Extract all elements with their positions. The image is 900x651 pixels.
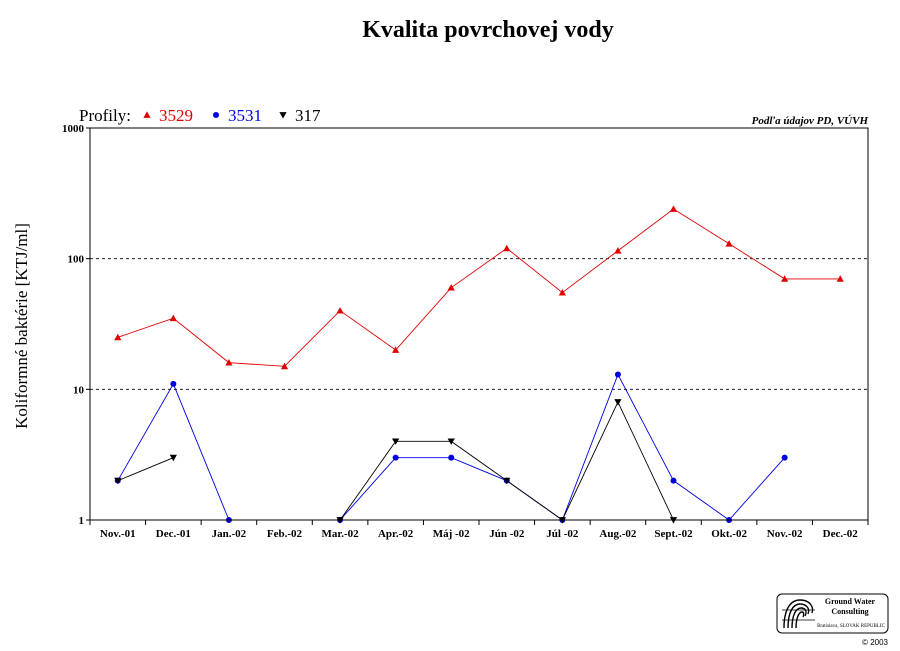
series-line-317 xyxy=(117,457,174,482)
legend-marker-3531 xyxy=(213,112,219,118)
data-point-317 xyxy=(614,399,622,406)
data-point-3531 xyxy=(448,454,455,461)
x-tick-label: Sept.-02 xyxy=(654,528,693,540)
logo-line2: Consulting xyxy=(831,607,868,616)
legend-label: Profily: xyxy=(79,106,131,125)
data-point-3529 xyxy=(503,244,511,252)
data-point-3529 xyxy=(558,288,566,296)
data-point-3529 xyxy=(336,307,344,314)
copyright: © 2003 xyxy=(862,638,888,647)
series-3529 xyxy=(114,205,844,370)
data-point-317 xyxy=(114,477,122,485)
x-tick-label: Dec.-01 xyxy=(156,528,191,540)
series-317 xyxy=(114,399,678,524)
data-point-3531 xyxy=(670,477,677,484)
source-note: Podľa údajov PD, VÚVH xyxy=(752,115,869,127)
data-point-3531 xyxy=(614,371,621,378)
x-tick-label: Jún -02 xyxy=(489,528,525,540)
x-tick-label: Máj -02 xyxy=(433,528,470,540)
series-line-317 xyxy=(339,400,674,521)
logo-line3: Bratislava, SLOVAK REPUBLIC xyxy=(817,624,885,629)
data-point-317 xyxy=(169,454,177,462)
legend-entry-3531: 3531 xyxy=(228,106,262,125)
chart-title: Kvalita povrchovej vody xyxy=(362,17,614,43)
company-logo: Ground Water Consulting Bratislava, SLOV… xyxy=(776,593,889,647)
x-tick-label: Nov.-02 xyxy=(767,528,803,540)
y-tick-label: 1000 xyxy=(62,123,85,135)
data-point-3529 xyxy=(114,333,122,341)
axes: 1 10 100 1000 Nov.-01 Dec.-01 Jan.-02 Feb.-02 Ma… xyxy=(62,123,869,540)
legend-entry-3529: 3529 xyxy=(159,106,193,125)
data-point-3531 xyxy=(170,380,177,387)
series-line-3529 xyxy=(117,208,841,367)
y-tick-label: 100 xyxy=(68,254,85,266)
data-point-317 xyxy=(447,438,455,445)
data-point-3529 xyxy=(447,284,455,291)
data-point-3529 xyxy=(725,240,733,247)
x-tick-label: Feb.-02 xyxy=(267,528,303,540)
legend-marker-3529 xyxy=(143,111,151,118)
x-tick-label: Júl -02 xyxy=(546,528,579,540)
data-point-317 xyxy=(392,438,400,445)
x-tick-label: Mar.-02 xyxy=(321,528,359,540)
x-tick-label: Okt.-02 xyxy=(711,528,747,540)
data-point-3529 xyxy=(669,205,678,212)
legend: Profily: 3529 3531 317 xyxy=(79,106,321,125)
data-point-317 xyxy=(503,477,511,485)
x-tick-label: Dec.-02 xyxy=(823,528,859,540)
data-point-3529 xyxy=(392,346,400,353)
x-tick-label: Aug.-02 xyxy=(599,528,636,540)
data-point-3529 xyxy=(225,359,233,366)
series-3531 xyxy=(114,371,788,523)
data-point-3529 xyxy=(169,314,177,322)
series-line-3531 xyxy=(339,373,785,521)
series-line-3531 xyxy=(117,382,230,521)
y-tick-label: 1 xyxy=(79,515,85,527)
y-axis-label: Koliformné baktérie [KTJ/ml] xyxy=(12,223,31,429)
x-tick-label: Apr.-02 xyxy=(378,528,414,540)
logo-swirl-icon xyxy=(782,599,815,629)
x-tick-label: Jan.-02 xyxy=(212,528,247,540)
data-point-3529 xyxy=(836,275,844,282)
legend-marker-317 xyxy=(279,112,287,119)
logo-frame xyxy=(776,593,889,634)
data-point-3529 xyxy=(280,362,289,370)
grid xyxy=(90,258,868,390)
legend-entry-317: 317 xyxy=(295,106,321,125)
y-tick-label: 10 xyxy=(73,384,85,396)
data-point-3529 xyxy=(781,275,789,282)
x-tick-label: Nov.-01 xyxy=(100,528,136,540)
data-point-3531 xyxy=(392,454,399,461)
series-layer xyxy=(114,205,844,524)
data-point-3529 xyxy=(614,247,622,254)
data-point-3531 xyxy=(781,454,788,461)
logo-line1: Ground Water xyxy=(825,597,876,606)
